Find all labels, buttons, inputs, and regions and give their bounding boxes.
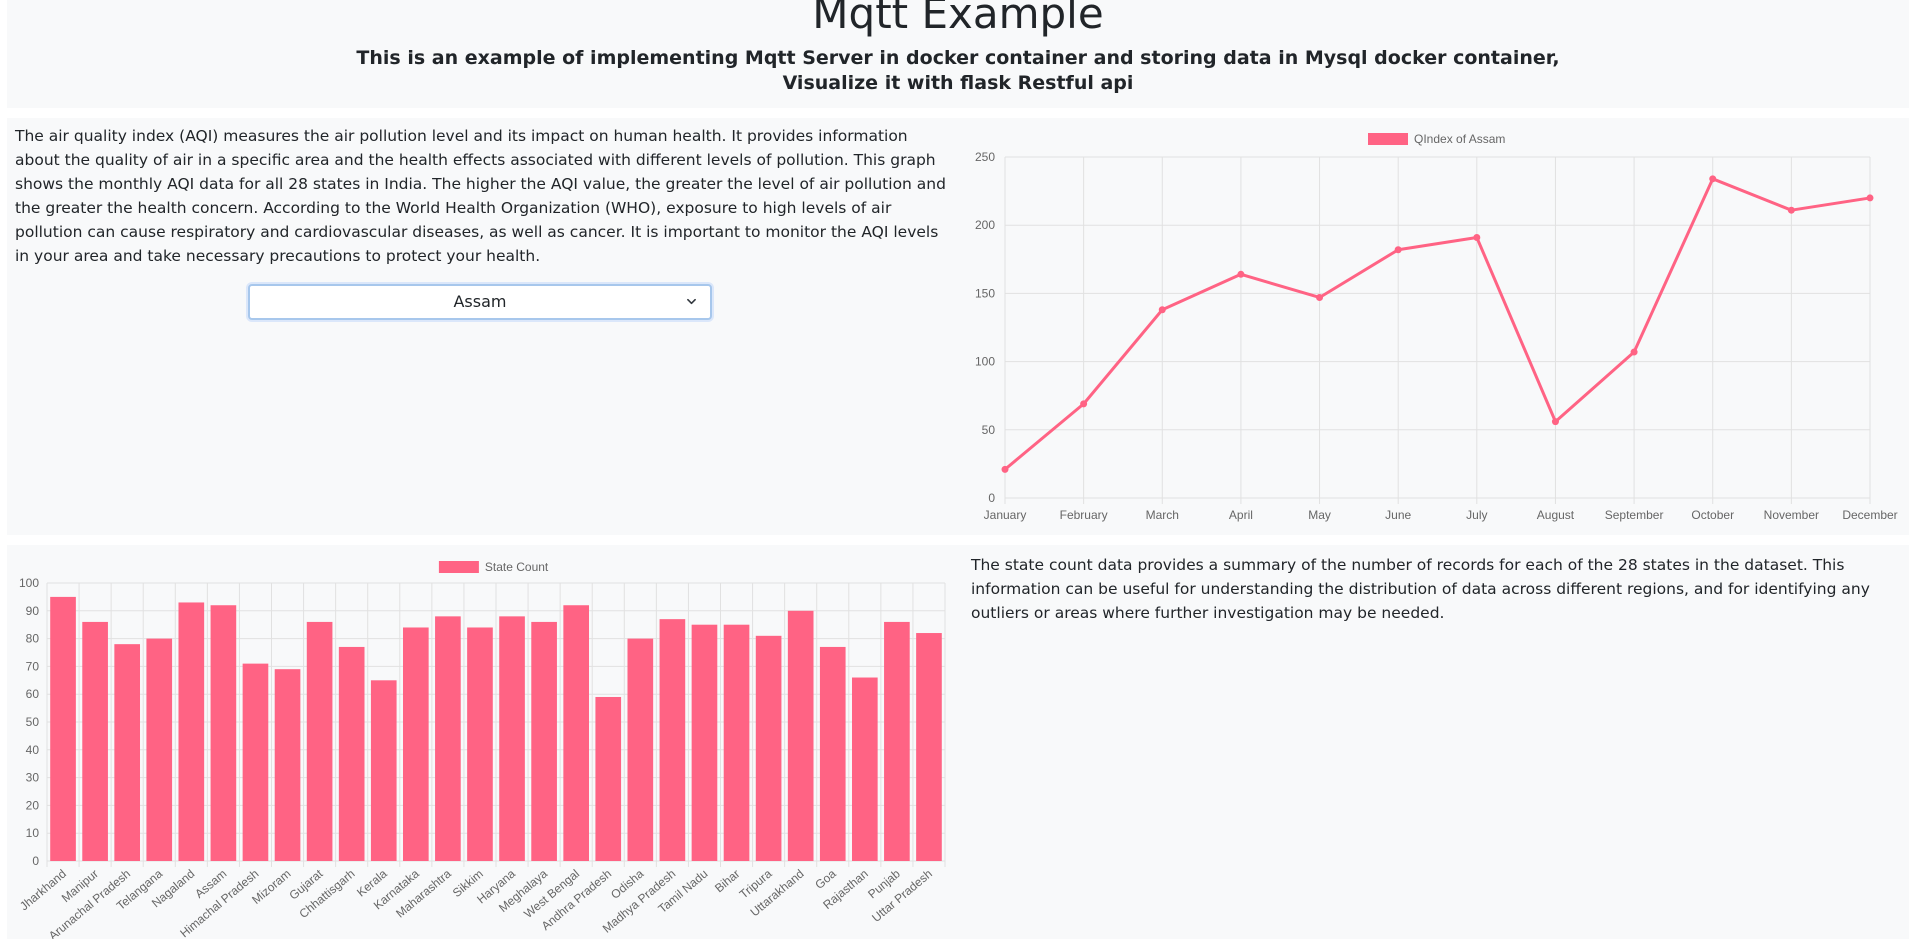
state-count-bar xyxy=(114,644,141,861)
state-count-bar xyxy=(499,616,525,861)
state-count-bar xyxy=(755,635,782,861)
bar-y-tick-label: 40 xyxy=(26,743,40,757)
state-count-bar xyxy=(210,605,237,861)
line-y-tick-label: 150 xyxy=(975,286,995,300)
bar-y-tick-label: 90 xyxy=(26,604,40,618)
bar-y-tick-label: 60 xyxy=(26,687,40,701)
bar-y-tick-label: 20 xyxy=(26,798,40,812)
bar-y-tick-label: 70 xyxy=(26,659,40,673)
aqi-data-point xyxy=(1001,465,1009,473)
state-count-bar xyxy=(787,610,814,861)
bar-y-tick-label: 10 xyxy=(26,826,40,840)
state-count-bar xyxy=(563,605,590,861)
subtitle-line-1: This is an example of implementing Mqtt … xyxy=(356,47,1560,69)
state-count-bar xyxy=(884,621,910,861)
state-count-description: The state count data provides a summary … xyxy=(971,556,1870,622)
line-y-tick-label: 50 xyxy=(982,423,996,437)
state-count-bar xyxy=(178,602,205,861)
state-count-bar xyxy=(851,677,878,861)
aqi-data-point xyxy=(1316,293,1324,301)
line-y-tick-label: 100 xyxy=(975,355,995,369)
state-count-bar xyxy=(819,646,846,861)
state-count-bar xyxy=(338,646,365,861)
state-count-bar xyxy=(306,621,333,861)
state-count-bar xyxy=(595,696,622,861)
state-count-bar xyxy=(627,638,654,861)
line-x-tick-label: February xyxy=(1060,508,1108,522)
state-count-chart-panel: 0 10 20 30 40 50 60 70 80 90 100 Jharkhand Manipur Ar… xyxy=(7,545,958,943)
state-count-bar xyxy=(435,616,461,861)
bar-x-tick-label: Jharkhand xyxy=(17,867,69,914)
line-x-tick-label: May xyxy=(1308,508,1331,522)
state-count-bar xyxy=(82,621,108,861)
aqi-data-point xyxy=(1709,175,1717,183)
subtitle-line-2: Visualize it with flask Restful api xyxy=(782,72,1134,94)
bar-legend-label: State Count xyxy=(485,560,549,574)
state-count-bar xyxy=(402,627,429,861)
aqi-data-point xyxy=(1473,233,1481,241)
line-x-tick-label: December xyxy=(1842,508,1897,522)
chevron-down-icon xyxy=(687,298,696,305)
line-legend-label: QIndex of Assam xyxy=(1414,132,1505,146)
state-count-bar xyxy=(146,638,173,861)
state-count-bar xyxy=(467,627,493,861)
line-y-tick-label: 200 xyxy=(975,218,995,232)
line-x-tick-label: July xyxy=(1466,508,1487,522)
aqi-chart-panel: 0 50 100 150 200 250 January February March April… xyxy=(958,118,1909,535)
state-count-bar xyxy=(691,624,718,861)
line-x-tick-label: September xyxy=(1605,508,1664,522)
state-count-bar xyxy=(531,621,557,861)
state-select-value: Assam xyxy=(453,292,507,311)
bar-legend-swatch xyxy=(438,561,479,573)
aqi-description: The air quality index (AQI) measures the… xyxy=(15,127,946,265)
state-count-bar-chart: 0102030405060708090100JharkhandManipurAr… xyxy=(17,560,946,943)
state-count-info-panel: The state count data provides a summary … xyxy=(958,545,1909,939)
aqi-line-chart: 0 50 100 150 200 250 January February March April… xyxy=(975,132,1898,522)
state-count-bar xyxy=(242,663,269,861)
line-x-tick-label: March xyxy=(1146,508,1179,522)
aqi-data-point xyxy=(1394,246,1402,254)
line-y-tick-label: 0 xyxy=(988,491,995,505)
state-count-bar xyxy=(274,669,301,861)
state-count-bar xyxy=(916,633,942,861)
line-x-tick-label: August xyxy=(1537,508,1575,522)
bar-y-tick-label: 0 xyxy=(32,854,39,868)
page-header: Mqtt Example This is an example of imple… xyxy=(7,0,1909,108)
line-x-tick-label: January xyxy=(984,508,1027,522)
line-x-tick-label: June xyxy=(1385,508,1411,522)
state-count-bar xyxy=(50,596,76,861)
line-y-tick-label: 250 xyxy=(975,150,995,164)
line-legend-swatch xyxy=(1368,133,1408,145)
aqi-data-point xyxy=(1080,400,1088,408)
aqi-info-panel: The air quality index (AQI) measures the… xyxy=(7,118,958,535)
aqi-data-point xyxy=(1630,348,1638,356)
aqi-data-point xyxy=(1787,206,1795,214)
state-select[interactable]: Assam xyxy=(248,284,712,320)
bar-y-tick-label: 80 xyxy=(26,632,40,646)
bar-y-tick-label: 50 xyxy=(26,715,40,729)
line-x-tick-label: October xyxy=(1691,508,1734,522)
state-count-bar xyxy=(723,624,750,861)
aqi-series-line xyxy=(1004,177,1871,471)
line-x-tick-label: November xyxy=(1764,508,1819,522)
state-count-bar xyxy=(370,680,397,861)
aqi-data-point xyxy=(1158,306,1166,314)
state-count-bar xyxy=(659,619,686,861)
page-subtitle: This is an example of implementing Mqtt … xyxy=(7,46,1909,96)
bar-y-tick-label: 100 xyxy=(19,576,39,590)
aqi-data-point xyxy=(1551,418,1559,426)
page-title: Mqtt Example xyxy=(812,0,1104,38)
line-x-tick-label: April xyxy=(1229,508,1253,522)
aqi-data-point xyxy=(1866,194,1874,202)
bar-y-tick-label: 30 xyxy=(26,771,40,785)
aqi-data-point xyxy=(1237,270,1245,278)
